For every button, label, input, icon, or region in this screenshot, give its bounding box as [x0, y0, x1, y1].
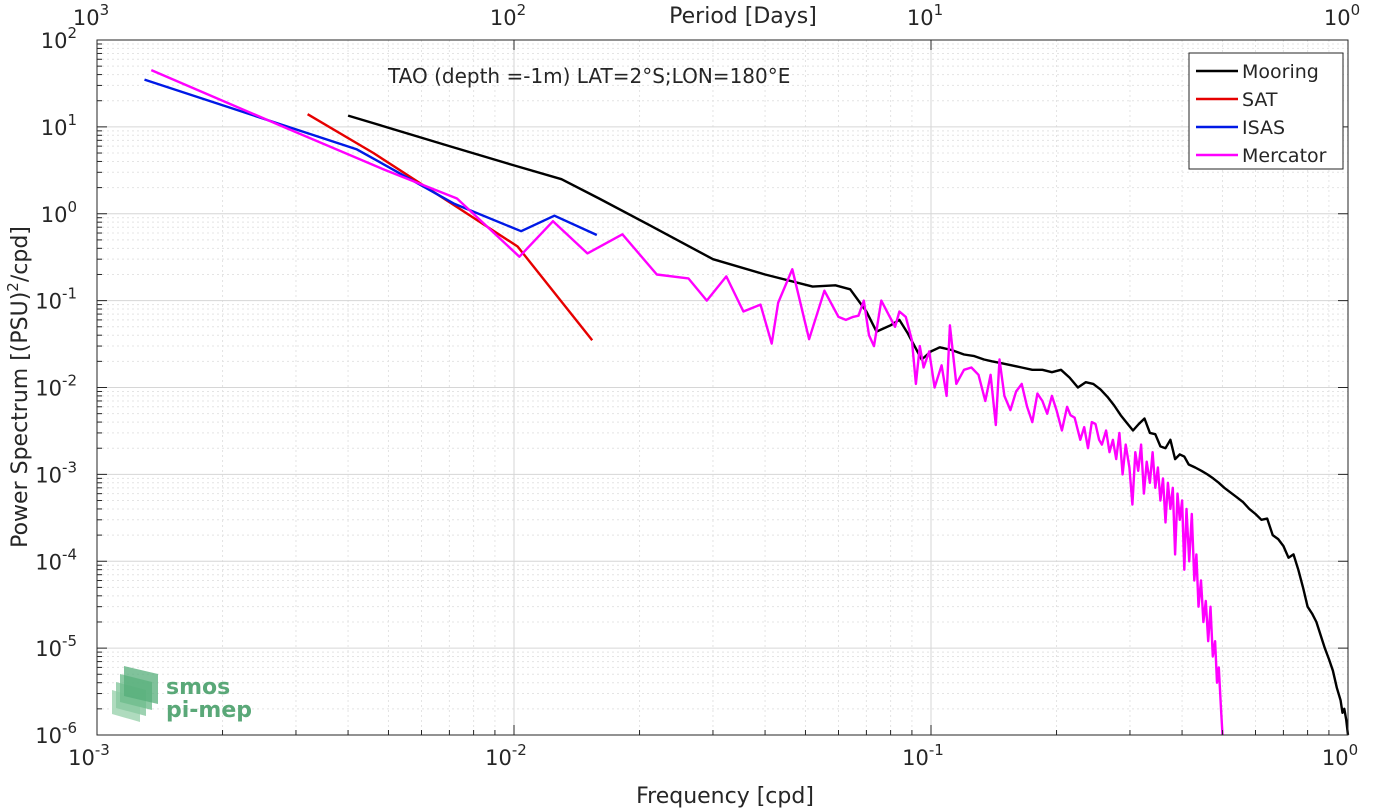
y-tick-label: 10-5: [35, 632, 77, 661]
x-tick-label: 10-3: [68, 741, 110, 770]
annotation-text: TAO (depth =-1m) LAT=2°S;LON=180°E: [387, 64, 790, 88]
legend-box: [1188, 52, 1344, 170]
axis-ticks: [96, 39, 1349, 736]
logo-mark-icon: [112, 666, 158, 722]
y-axis-label: Power Spectrum [(PSU)2/cpd]: [4, 226, 33, 548]
y-tick-label: 102: [41, 24, 77, 53]
legend-label-mercator: Mercator: [1242, 145, 1327, 167]
y-tick-label: 100: [41, 198, 77, 227]
top-tick-label: 101: [907, 1, 943, 30]
y-tick-label: 101: [41, 111, 77, 140]
top-tick-label: 100: [1324, 1, 1360, 30]
series-line-mercator: [150, 68, 1224, 736]
top-tick-label: 102: [490, 1, 526, 30]
y-tick-label: 10-4: [35, 545, 77, 574]
series-line-sat: [306, 113, 594, 341]
y-tick-label: 10-2: [35, 372, 77, 401]
y-tick-label: 10-1: [35, 285, 77, 314]
x-tick-label: 10-2: [485, 741, 527, 770]
logo-text-pi-mep: pi-mep: [166, 698, 252, 723]
series-line-isas: [144, 78, 598, 237]
legend-label-mooring: Mooring: [1242, 61, 1319, 83]
series-layer: [144, 68, 1350, 736]
top-axis-label: Period [Days]: [669, 4, 817, 29]
legend-label-sat: SAT: [1242, 89, 1278, 111]
smos-pi-mep-logo: smos pi-mep: [112, 666, 252, 723]
top-tick-label: 103: [73, 1, 109, 30]
series-line-mooring: [347, 114, 1350, 736]
legend: Mooring SAT ISAS Mercator: [1188, 52, 1344, 170]
y-tick-label: 10-6: [35, 719, 77, 748]
x-axis-label: Frequency [cpd]: [636, 784, 814, 809]
y-tick-label: 10-3: [35, 458, 77, 487]
x-tick-label: 10-1: [902, 741, 944, 770]
legend-label-isas: ISAS: [1242, 117, 1285, 139]
minor-grid: [97, 40, 1348, 735]
logo-text-smos: smos: [166, 675, 230, 700]
x-tick-label: 100: [1322, 741, 1358, 770]
